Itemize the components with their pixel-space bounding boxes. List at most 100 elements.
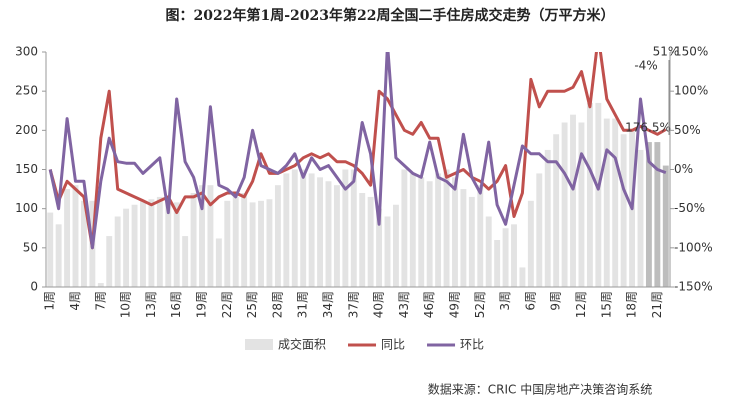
bar: [249, 202, 256, 287]
x-tick-label: 6周: [523, 291, 537, 311]
bar: [241, 193, 248, 287]
legend-label: 同比: [381, 338, 405, 352]
x-tick-label: 12周: [574, 291, 588, 318]
bar: [485, 216, 492, 287]
y-tick-label: 300: [15, 45, 38, 59]
bar: [418, 177, 425, 287]
bar: [376, 208, 383, 287]
bar: [156, 196, 163, 287]
bar: [460, 189, 467, 287]
bar: [80, 200, 87, 287]
bar: [603, 118, 610, 287]
bar: [224, 200, 231, 287]
bar: [443, 169, 450, 287]
x-tick-label: 52周: [473, 291, 487, 318]
y2-tick-label: -150%: [674, 280, 713, 294]
chart-title: 图：2022年第1周-2023年第22周全国二手住房成交走势（万平方米）: [166, 7, 615, 24]
x-tick-label: 18周: [625, 291, 639, 318]
annotation: -4%: [634, 59, 657, 73]
bar: [47, 212, 54, 287]
bar: [409, 173, 416, 287]
x-tick-label: 4周: [68, 291, 82, 311]
bar: [468, 196, 475, 287]
bar: [595, 102, 602, 288]
bar: [291, 169, 298, 287]
y2-tick-label: -50%: [674, 201, 705, 215]
source-note: 数据来源：CRIC 中国房地产决策咨询系统: [428, 382, 652, 397]
bar: [308, 173, 315, 287]
bar: [519, 267, 526, 287]
x-tick-label: 1周: [43, 291, 57, 311]
bar: [342, 169, 349, 287]
bar: [637, 149, 644, 287]
bar: [553, 134, 560, 287]
x-tick-label: 31周: [296, 291, 310, 318]
legend-label: 成交面积: [278, 337, 326, 352]
x-tick-label: 46周: [422, 291, 436, 318]
bar: [64, 189, 71, 287]
y2-tick-label: 0%: [674, 162, 693, 176]
bar: [578, 122, 585, 287]
bar: [350, 169, 357, 287]
bar: [232, 196, 239, 287]
bar: [283, 173, 290, 287]
x-tick-label: 3周: [498, 291, 512, 311]
bar: [662, 165, 669, 287]
line: [48, 52, 667, 250]
bar: [215, 238, 222, 287]
bar: [527, 200, 534, 287]
bar: [586, 102, 593, 288]
bar: [325, 181, 332, 287]
bar: [502, 228, 509, 287]
bar: [207, 185, 214, 287]
x-tick-label: 22周: [220, 291, 234, 318]
bar: [258, 200, 264, 287]
bar: [274, 185, 281, 287]
x-tick-label: 16周: [169, 291, 183, 318]
x-tick-label: 13周: [144, 291, 158, 318]
annotation: 51%: [653, 45, 680, 59]
bar: [333, 185, 340, 287]
y-tick-label: 50: [23, 240, 38, 254]
bar: [173, 202, 180, 287]
y2-tick-label: 100%: [674, 84, 708, 98]
line-group: [48, 52, 667, 250]
line: [48, 52, 667, 250]
bar: [190, 193, 197, 287]
x-tick-label: 43周: [397, 291, 411, 318]
bar: [384, 216, 391, 287]
bar: [266, 199, 273, 287]
bar: [148, 199, 155, 287]
bar: [570, 114, 576, 288]
bar: [654, 142, 661, 287]
bar: [494, 240, 501, 287]
y-tick-label: 250: [15, 84, 38, 98]
bar: [114, 216, 121, 287]
bar: [182, 236, 189, 287]
annotation: 176.5%: [625, 121, 671, 135]
bar: [452, 177, 458, 287]
legend-label: 环比: [460, 338, 484, 352]
line-group: [48, 52, 667, 250]
bar: [536, 173, 543, 287]
x-tick-label: 15周: [599, 291, 613, 318]
x-tick-label: 9周: [549, 291, 563, 311]
bar: [123, 208, 130, 287]
bar: [165, 200, 172, 287]
x-tick-label: 37周: [346, 291, 360, 318]
bar: [317, 177, 324, 287]
x-tick-label: 34周: [321, 291, 335, 318]
bar: [131, 204, 138, 287]
bar: [426, 181, 433, 287]
bar: [367, 196, 374, 287]
x-tick-label: 49周: [447, 291, 461, 318]
y2-tick-label: 150%: [674, 45, 708, 59]
bar: [511, 224, 517, 287]
x-tick-label: 21周: [650, 291, 664, 318]
bar: [544, 149, 551, 287]
y-tick-label: 200: [15, 123, 38, 137]
bar: [106, 236, 113, 287]
x-tick-label: 10周: [119, 291, 133, 318]
bar: [72, 185, 79, 287]
